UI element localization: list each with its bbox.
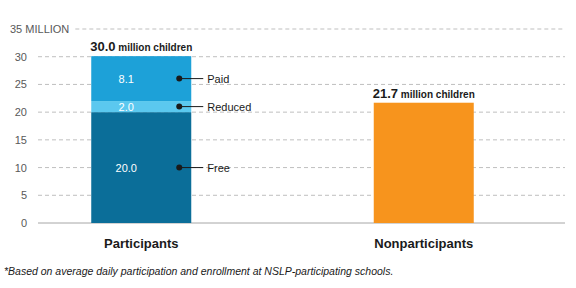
grid: 0 5 10 15 20 25 30 35 MILLION [10,23,565,229]
y-tick-label: 10 [15,162,27,174]
bars [91,56,474,223]
callout-line [179,167,203,168]
grid-line [75,29,565,30]
y-tick-label: 35 MILLION [10,23,69,35]
data-label: 2.0 [119,101,134,113]
series-label: Reduced [207,101,251,113]
labels: 20.0 2.0 8.1 Free Reduced Paid 30.0 million ch… [90,39,475,173]
footnote: *Based on average daily participation an… [4,265,393,277]
x-tick-label: Participants [104,236,178,251]
y-tick-label: 5 [21,189,27,201]
y-tick-label: 25 [15,78,27,90]
series-label: Paid [207,73,229,85]
callout-line [179,78,203,79]
y-tick-label: 30 [15,51,27,63]
callout-line [179,106,203,107]
chart: 0 5 10 15 20 25 30 35 MILLION 20.0 2.0 8.1 Free Redu… [0,0,576,288]
bar-segment [91,56,191,101]
x-tick-label: Nonparticipants [374,236,473,251]
bar-segment [91,101,191,112]
data-label: 8.1 [119,73,134,85]
total-label: 30.0 million children [90,39,192,54]
total-label: 21.7 million children [373,86,475,101]
y-tick-label: 0 [21,217,27,229]
y-tick-label: 20 [15,106,27,118]
bar-segment [91,112,191,223]
data-label: 20.0 [116,162,137,174]
y-tick-label: 15 [15,134,27,146]
series-label: Free [207,162,230,174]
bar-segment [374,103,474,223]
